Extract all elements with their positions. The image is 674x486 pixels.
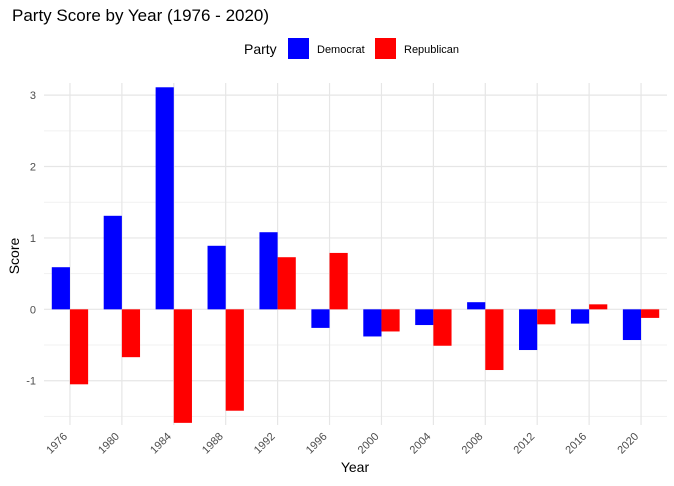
x-tick-label: 2016 [563,431,589,457]
x-tick-label: 1976 [44,431,70,457]
y-axis-ticks: -1 0 1 2 3 [26,90,36,388]
x-tick-label: 1980 [96,431,122,457]
bar-republican-1996 [329,252,348,310]
y-tick-label: 1 [30,233,36,245]
x-tick-label: 1996 [304,431,330,457]
y-tick-label: -1 [26,376,36,388]
bar-democrat-2012 [519,309,538,351]
bar-republican-1992 [277,257,296,310]
x-tick-label: 2020 [615,431,641,457]
x-tick-label: 2004 [408,431,434,457]
bar-republican-1984 [173,309,192,423]
bar-republican-2020 [641,309,660,318]
bar-republican-1976 [69,309,89,385]
y-tick-label: 0 [30,304,36,316]
bar-republican-2004 [433,309,452,346]
bar-democrat-2016 [570,309,590,324]
bar-democrat-2004 [415,309,434,326]
chart-title: Party Score by Year (1976 - 2020) [12,6,269,25]
x-tick-label: 2000 [356,431,382,457]
y-tick-label: 2 [30,162,36,174]
bar-republican-1980 [121,309,141,358]
bar-democrat-1992 [259,232,278,310]
bar-republican-2008 [485,309,504,371]
bar-democrat-1988 [207,245,226,310]
x-tick-label: 1988 [200,431,226,457]
x-tick-label: 1984 [148,431,174,457]
bar-democrat-2008 [467,302,486,310]
legend-swatch-republican [375,38,396,59]
x-tick-label: 2008 [460,431,486,457]
bar-democrat-2000 [363,309,382,337]
x-tick-label: 1992 [252,431,278,457]
bar-republican-1988 [225,309,244,411]
bar-democrat-1984 [155,87,174,310]
x-axis-ticks: 1976 1980 1984 1988 1992 1996 2000 2004 2008 2012… [44,431,641,457]
y-axis-label: Score [6,238,22,275]
legend-label-republican: Republican [404,44,459,56]
bar-republican-2012 [537,309,556,325]
x-tick-label: 2012 [512,431,538,457]
bar-democrat-1980 [103,215,122,310]
bar-democrat-1976 [51,267,70,310]
gridlines [44,83,667,425]
bars [51,87,660,423]
bar-democrat-2020 [622,309,642,341]
legend-label-democrat: Democrat [317,44,365,56]
legend-title: Party [244,41,277,57]
bar-democrat-1996 [311,309,330,328]
bar-republican-2016 [589,304,608,310]
y-tick-label: 3 [30,90,36,102]
x-axis-label: Year [341,459,370,475]
legend-swatch-democrat [288,38,309,59]
bar-republican-2000 [381,309,400,332]
legend: Party Democrat Republican [244,38,459,59]
